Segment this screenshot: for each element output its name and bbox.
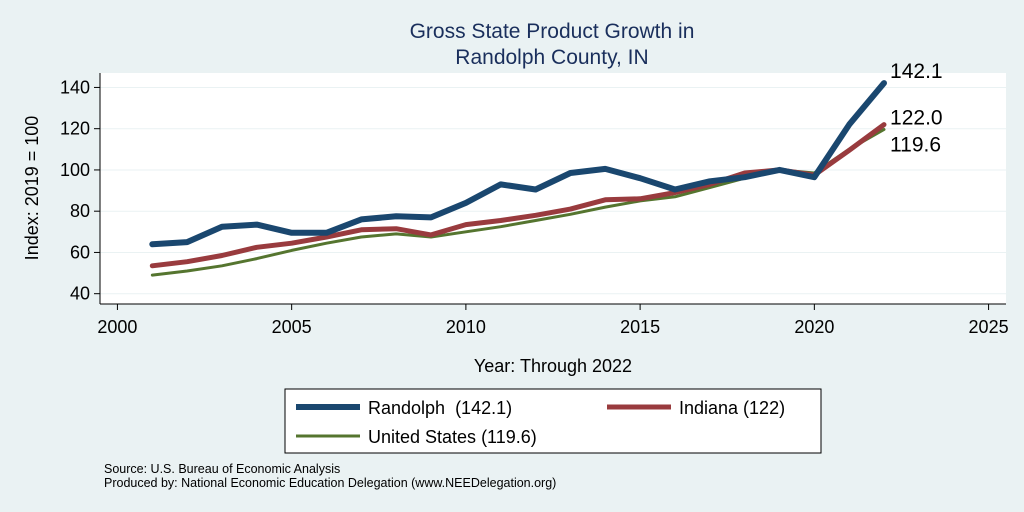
x-tick-label-2010: 2010 bbox=[446, 317, 486, 337]
y-tick-label-140: 140 bbox=[60, 77, 90, 97]
chart-title-line-1: Gross State Product Growth in bbox=[409, 20, 695, 43]
x-tick-label-2000: 2000 bbox=[97, 317, 137, 337]
end-label-randolph: 142.1 bbox=[890, 60, 943, 83]
y-tick-label-120: 120 bbox=[60, 119, 90, 139]
legend-label-united-states: United States (119.6) bbox=[368, 427, 537, 447]
source-note: Source: U.S. Bureau of Economic Analysis bbox=[104, 462, 341, 476]
y-tick-label-60: 60 bbox=[70, 242, 90, 262]
y-axis-label: Index: 2019 = 100 bbox=[22, 116, 42, 261]
series-line-randolph bbox=[149, 80, 887, 248]
x-axis-label: Year: Through 2022 bbox=[474, 356, 632, 376]
x-tick-label-2025: 2025 bbox=[969, 317, 1009, 337]
legend-label-randolph: Randolph (142.1) bbox=[368, 398, 512, 418]
producer-note: Produced by: National Economic Education… bbox=[104, 476, 557, 490]
y-tick-label-100: 100 bbox=[60, 160, 90, 180]
end-label-indiana: 122.0 bbox=[890, 107, 943, 130]
legend-box bbox=[284, 388, 822, 454]
plot-area bbox=[100, 73, 1006, 304]
end-label-united-states: 119.6 bbox=[890, 134, 941, 157]
y-tick-label-40: 40 bbox=[70, 284, 90, 304]
x-tick-label-2005: 2005 bbox=[272, 317, 312, 337]
chart-title-line-2: Randolph County, IN bbox=[455, 46, 649, 69]
legend: Randolph (142.1) Indiana (122) United St… bbox=[284, 388, 822, 454]
x-tick-label-2020: 2020 bbox=[794, 317, 834, 337]
y-tick-label-80: 80 bbox=[70, 201, 90, 221]
x-tick-label-2015: 2015 bbox=[620, 317, 660, 337]
legend-label-indiana: Indiana (122) bbox=[679, 398, 785, 418]
